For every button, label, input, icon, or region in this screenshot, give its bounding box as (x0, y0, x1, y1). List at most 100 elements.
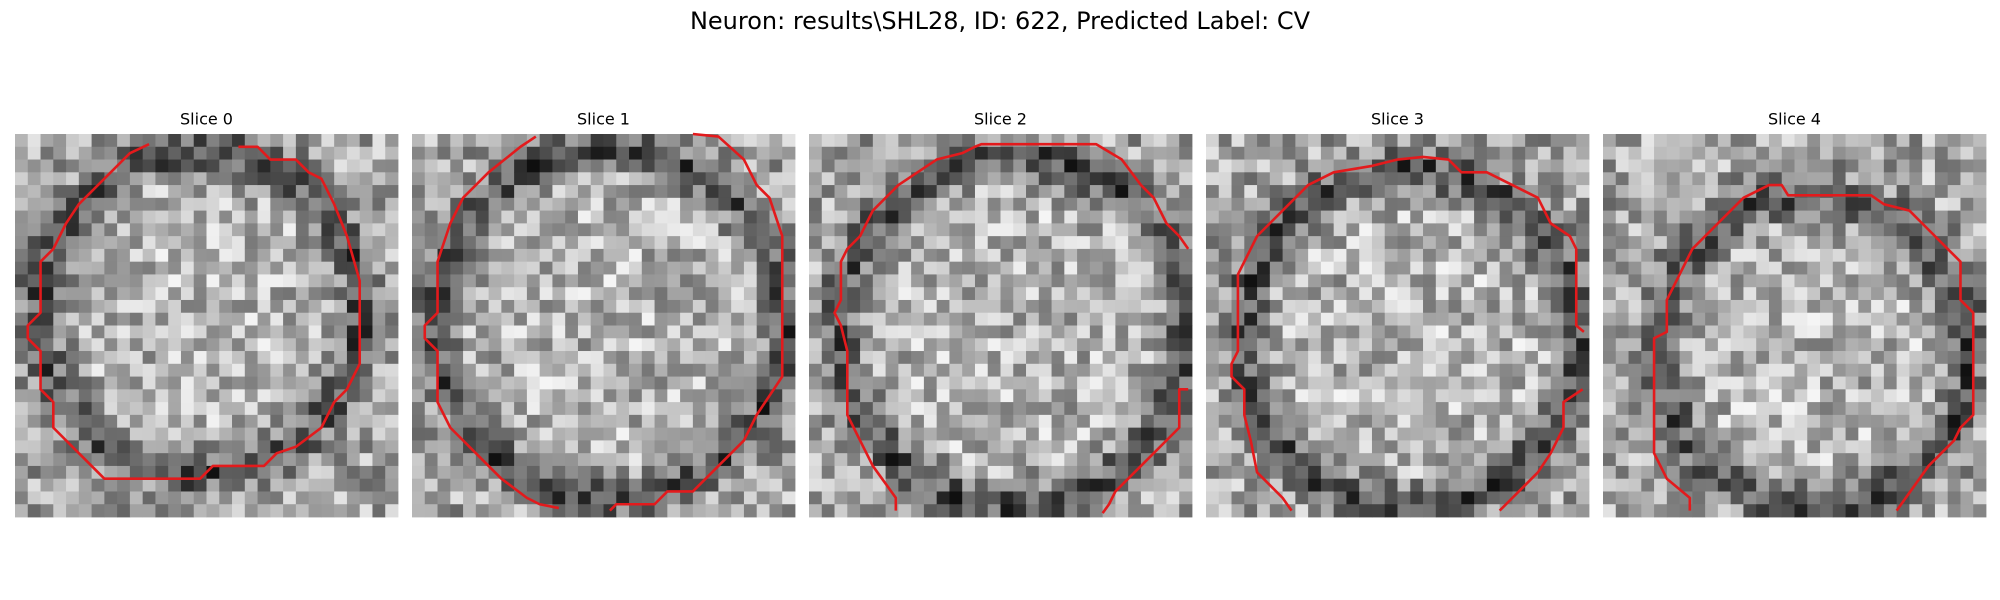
pixel (565, 427, 579, 441)
pixel (987, 159, 1001, 173)
pixel (1615, 351, 1629, 365)
pixel (949, 376, 963, 390)
pixel (1628, 248, 1642, 263)
pixel (629, 478, 643, 492)
pixel (1257, 376, 1271, 390)
pixel (463, 223, 477, 237)
pixel (1026, 197, 1040, 211)
pixel (565, 146, 579, 160)
pixel (1550, 261, 1564, 275)
pixel (949, 453, 963, 467)
pixel (1794, 389, 1808, 403)
pixel (1474, 287, 1488, 301)
pixel (488, 236, 502, 250)
pixel (437, 504, 451, 518)
pixel (180, 159, 195, 173)
pixel (155, 159, 169, 173)
pixel (1218, 299, 1232, 314)
pixel (514, 504, 528, 518)
pixel (1166, 414, 1180, 429)
pixel (1512, 338, 1526, 352)
pixel (168, 274, 182, 288)
pixel (1397, 299, 1411, 314)
pixel (1947, 223, 1961, 237)
pixel (1525, 414, 1539, 429)
pixel (692, 325, 707, 339)
pixel (769, 248, 783, 263)
pixel (1679, 223, 1693, 237)
pixel (641, 491, 655, 505)
pixel (424, 146, 438, 160)
pixel (1179, 134, 1193, 148)
pixel (1461, 325, 1475, 339)
pixel (590, 274, 604, 288)
pixel (1628, 440, 1642, 454)
pixel (385, 312, 399, 326)
pixel (949, 185, 963, 199)
pixel (1448, 223, 1462, 237)
pixel (1026, 465, 1040, 480)
pixel (949, 172, 963, 186)
pixel (974, 325, 989, 339)
pixel (860, 287, 874, 301)
pixel (450, 274, 464, 288)
pixel (1000, 261, 1014, 275)
pixel (1371, 248, 1386, 263)
pixel (1537, 197, 1552, 211)
pixel (860, 440, 874, 454)
pixel (885, 197, 899, 211)
pixel (641, 172, 655, 186)
pixel (1947, 363, 1961, 377)
pixel (1807, 236, 1821, 250)
pixel (1832, 389, 1846, 403)
pixel (539, 274, 553, 288)
pixel (1768, 402, 1783, 416)
pixel (1692, 248, 1706, 263)
pixel (1384, 210, 1398, 224)
pixel (590, 478, 604, 492)
pixel (1257, 172, 1271, 186)
pixel (680, 504, 694, 518)
pixel (1013, 146, 1027, 160)
pixel (1922, 134, 1936, 148)
pixel (872, 491, 886, 505)
pixel (1102, 351, 1116, 365)
pixel (501, 248, 515, 263)
pixel (782, 478, 796, 492)
pixel (180, 376, 195, 390)
pixel (1397, 363, 1411, 377)
pixel (1871, 159, 1885, 173)
pixel (756, 274, 770, 288)
pixel (91, 146, 105, 160)
pixel (1615, 197, 1629, 211)
pixel (1089, 325, 1104, 339)
pixel (860, 248, 874, 263)
pixel (1973, 287, 1987, 301)
pixel (1206, 134, 1220, 148)
pixel (1206, 248, 1220, 263)
pixel (27, 210, 41, 224)
pixel (488, 312, 502, 326)
pixel (654, 223, 668, 237)
pixel (1603, 376, 1617, 390)
pixel (385, 465, 399, 480)
pixel (987, 376, 1001, 390)
pixel (1717, 465, 1732, 480)
slice-panel: Slice 0 (15, 110, 399, 518)
pixel (1832, 248, 1846, 263)
pixel (27, 134, 41, 148)
pixel (1730, 274, 1744, 288)
pixel (1512, 389, 1526, 403)
pixel (270, 197, 284, 211)
pixel (1934, 299, 1949, 314)
pixel (104, 414, 118, 429)
pixel (603, 197, 617, 211)
pixel (514, 236, 528, 250)
pixel (1934, 478, 1949, 492)
pixel (321, 376, 335, 390)
pixel (424, 299, 438, 314)
pixel (1359, 287, 1373, 301)
pixel (104, 312, 118, 326)
pixel (1128, 287, 1142, 301)
pixel (1346, 299, 1360, 314)
